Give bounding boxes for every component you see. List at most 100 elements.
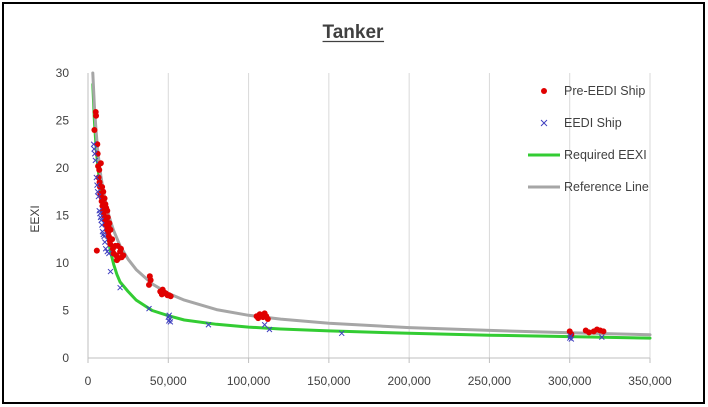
legend: Pre-EEDI Ship EEDI Ship Required EEXI Refer… (528, 84, 649, 194)
pre-eedi-ship-point (95, 174, 102, 181)
x-marker-stroke (102, 245, 109, 252)
eedi-ship-point (92, 157, 99, 164)
x-marker-stroke (96, 207, 103, 214)
pre-eedi-ship-point (93, 247, 100, 254)
x-marker-stroke (338, 330, 345, 337)
tick-labels: 0 50,000 100,000 150,000 200,000 250,000 300,0… (56, 66, 672, 388)
pre-eedi-ship-point (117, 245, 124, 252)
eedi-ship-point (93, 174, 100, 181)
eedi-ship-point (266, 326, 273, 333)
pre-eedi-ship-point (104, 214, 111, 221)
x-marker-stroke (100, 231, 107, 238)
eedi-ship-point (98, 222, 105, 228)
x-marker-stroke (99, 228, 106, 235)
y-tick-label: 30 (56, 66, 70, 80)
x-tick-label: 0 (85, 374, 92, 388)
x-tick-label: 150,000 (307, 374, 351, 388)
eedi-ship-point (102, 245, 109, 252)
eedi-ship-point (95, 193, 102, 200)
eedi-ship-point (101, 233, 107, 240)
pre-eedi-ship-point (101, 195, 108, 202)
x-marker-stroke (101, 233, 107, 240)
eedi-ship-point (117, 284, 123, 291)
pre-eedi-ship-point (99, 184, 106, 190)
x-marker-stroke (117, 284, 123, 291)
pre-eedi-ship-point (600, 328, 607, 335)
legend-eedi-ship-label: EEDI Ship (564, 116, 622, 130)
x-marker-stroke (98, 217, 105, 224)
y-tick-label: 25 (56, 114, 70, 128)
pre-eedi-ship-point (96, 166, 103, 173)
series-markers (90, 108, 607, 342)
x-marker-stroke (146, 305, 152, 312)
x-marker-stroke (598, 334, 605, 340)
pre-eedi-ship-point (264, 316, 271, 323)
pre-eedi-ship-point (107, 241, 114, 247)
eedi-ship-point (261, 321, 268, 328)
x-marker-stroke (107, 268, 114, 275)
x-marker-stroke (102, 239, 108, 245)
legend-pre-eedi-ship-marker (541, 88, 547, 94)
pre-eedi-ship-point (120, 252, 127, 259)
eedi-ship-point (568, 336, 575, 342)
pre-eedi-ship-point (585, 329, 592, 336)
x-marker-stroke (91, 150, 98, 157)
y-tick-label: 10 (56, 256, 70, 270)
x-marker-stroke (94, 188, 101, 195)
x-tick-label: 100,000 (227, 374, 271, 388)
x-marker-stroke (567, 333, 574, 340)
eedi-ship-point (91, 150, 98, 157)
pre-eedi-ship-point (104, 207, 111, 214)
y-tick-label: 15 (56, 209, 70, 223)
x-marker-stroke (261, 321, 268, 328)
y-tick-label: 5 (62, 304, 69, 318)
eedi-ship-point (94, 182, 100, 188)
pre-eedi-ship-point (106, 220, 113, 227)
eedi-ship-point (167, 319, 174, 325)
y-axis-label: EEXI (28, 205, 42, 232)
x-tick-label: 350,000 (628, 374, 672, 388)
eedi-ship-point (91, 146, 97, 152)
x-marker-stroke (568, 336, 575, 342)
x-marker-stroke (91, 146, 97, 152)
eedi-ship-point (107, 268, 114, 275)
legend-eedi-ship-marker (540, 119, 548, 127)
legend-pre-eedi-ship-label: Pre-EEDI Ship (564, 84, 645, 98)
y-tick-label: 0 (62, 351, 69, 365)
x-tick-label: 200,000 (387, 374, 431, 388)
axes (87, 73, 651, 363)
x-marker-stroke (97, 214, 104, 221)
y-tick-label: 20 (56, 161, 70, 175)
legend-reference-line-label: Reference Line (564, 180, 649, 194)
eedi-ship-point (598, 334, 605, 340)
eedi-ship-point (338, 330, 345, 337)
pre-eedi-ship-point (107, 226, 114, 233)
grid-lines (167, 73, 651, 358)
x-marker-stroke (92, 157, 99, 164)
eedi-ship-point (106, 250, 112, 257)
x-tick-label: 250,000 (468, 374, 512, 388)
x-marker-stroke (167, 316, 173, 322)
eedi-ship-point (98, 217, 105, 224)
pre-eedi-ship-point (93, 112, 100, 119)
x-marker-stroke (167, 319, 174, 325)
x-marker-stroke (94, 182, 100, 188)
pre-eedi-ship-point (100, 188, 107, 195)
x-marker-stroke (98, 222, 105, 228)
x-tick-label: 300,000 (548, 374, 592, 388)
pre-eedi-ship-point (146, 281, 153, 288)
x-tick-label: 50,000 (150, 374, 187, 388)
pre-eedi-ship-point (147, 277, 154, 284)
eedi-ship-point (102, 239, 108, 245)
x-marker-stroke (95, 193, 102, 200)
pre-eedi-ship-point (97, 160, 104, 167)
eedi-ship-point (146, 305, 152, 312)
eedi-ship-point (94, 188, 101, 195)
x-marker-stroke (540, 119, 548, 127)
eedi-ship-point (90, 141, 97, 148)
x-marker-stroke (90, 141, 97, 148)
x-marker-stroke (93, 174, 100, 181)
